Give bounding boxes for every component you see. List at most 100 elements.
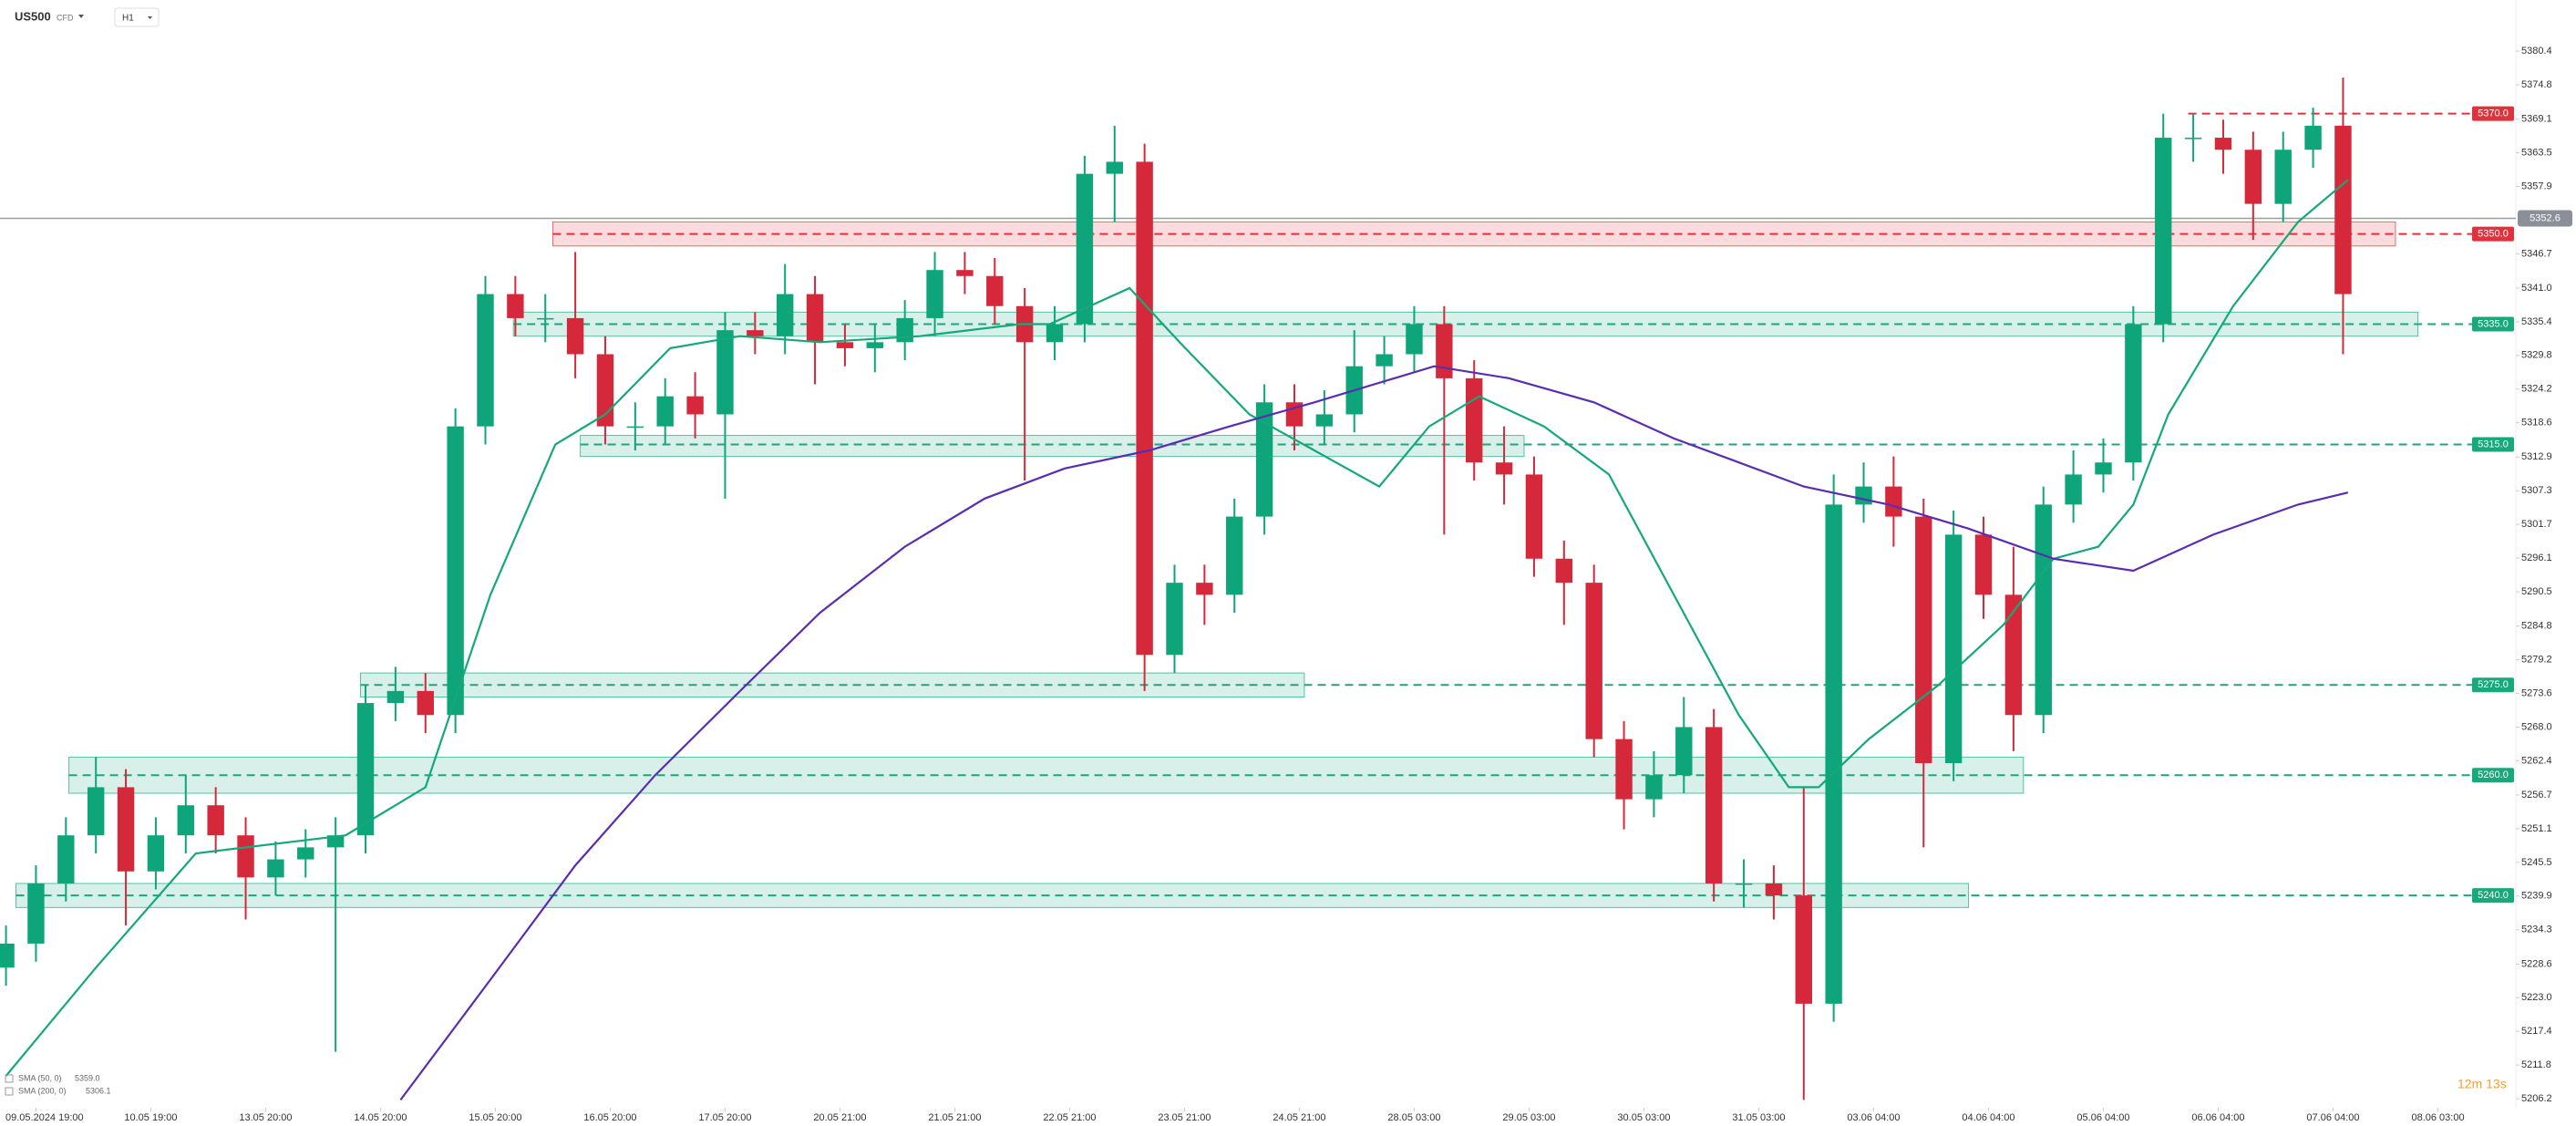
candle-body [177, 805, 194, 836]
legend-icon [5, 1087, 14, 1096]
level-label: 5335.0 [2478, 318, 2509, 329]
y-tick-label: 5296.1 [2521, 553, 2552, 563]
level-label: 5275.0 [2478, 679, 2509, 690]
candle-body [1795, 895, 1812, 1004]
x-tick-label: 03.06 04:00 [1847, 1112, 1900, 1123]
candle-body [626, 426, 644, 429]
x-tick-label: 13.05 20:00 [239, 1112, 292, 1123]
level-tag [2472, 437, 2514, 452]
x-tick-label: 21.05 21:00 [928, 1112, 981, 1123]
candle-body [1944, 534, 1963, 764]
level-tag [2472, 106, 2514, 121]
y-tick-label: 5324.2 [2521, 384, 2552, 395]
y-tick-label: 5284.8 [2521, 621, 2552, 632]
y-tick-label: 5228.6 [2521, 958, 2552, 969]
y-tick-label: 5290.5 [2521, 586, 2552, 597]
sma-line [5, 179, 2349, 1077]
candle-body [2155, 138, 2172, 325]
y-tick-label: 5341.0 [2521, 283, 2552, 294]
candle-body [1915, 516, 1932, 764]
level-label: 5260.0 [2478, 770, 2509, 780]
candle-body [1705, 727, 1723, 883]
x-tick-label: 05.06 04:00 [2076, 1112, 2129, 1123]
x-tick-label: 15.05 20:00 [469, 1112, 521, 1123]
y-tick-label: 5273.6 [2521, 687, 2552, 698]
y-tick-label: 5223.0 [2521, 992, 2552, 1003]
countdown: 12m 13s [2458, 1077, 2507, 1091]
timeframe[interactable]: H1 [122, 14, 134, 24]
y-tick-label: 5262.4 [2521, 755, 2552, 766]
y-tick-label: 5312.9 [2521, 451, 2552, 462]
legend-name: SMA (200, 0) [18, 1086, 67, 1095]
level-tag [2472, 226, 2514, 242]
y-tick-label: 5251.1 [2521, 823, 2552, 834]
candle-body [2004, 594, 2023, 716]
y-tick-label: 5239.9 [2521, 891, 2552, 902]
level-tag [2472, 888, 2514, 904]
candle-body [207, 805, 224, 836]
candle-body [297, 847, 314, 860]
x-tick-label: 09.05.2024 19:00 [5, 1112, 84, 1123]
candle-body [1136, 161, 1153, 656]
market: CFD [57, 13, 74, 22]
x-tick-label: 10.05 19:00 [124, 1112, 177, 1123]
x-tick-label: 29.05 03:00 [1502, 1112, 1555, 1123]
candle-body [1196, 583, 1213, 595]
y-tick-label: 5279.2 [2521, 654, 2552, 665]
symbol-dropdown[interactable] [78, 15, 84, 18]
candle-body [0, 943, 15, 968]
candle-body [57, 835, 75, 883]
candle-body [237, 835, 254, 878]
x-tick-label: 24.05 21:00 [1273, 1112, 1325, 1123]
candle-body [417, 690, 434, 716]
candle-body [1255, 402, 1273, 517]
y-tick-label: 5318.6 [2521, 418, 2552, 429]
y-tick-label: 5357.9 [2521, 181, 2552, 191]
candle-body [477, 294, 494, 427]
candle-body [1106, 161, 1123, 174]
candle-body [2125, 324, 2142, 463]
candle-body [1166, 583, 1183, 656]
symbol[interactable]: US500 [15, 9, 51, 23]
y-tick-label: 5374.8 [2521, 79, 2552, 90]
level-label: 5370.0 [2478, 108, 2509, 119]
legend-value: 5359.0 [75, 1073, 100, 1082]
candle-body [656, 396, 674, 427]
legend-name: SMA (50, 0) [18, 1073, 62, 1082]
candle-body [2304, 125, 2322, 150]
y-tick-label: 5245.5 [2521, 857, 2552, 868]
candle-body [1735, 883, 1753, 885]
timeframe-button[interactable] [114, 7, 160, 27]
x-tick-label: 07.06 04:00 [2306, 1112, 2359, 1123]
candle-body [326, 835, 345, 848]
level-tag [2472, 316, 2514, 332]
x-tick-label: 04.06 04:00 [1962, 1112, 2014, 1123]
timeframe-dropdown[interactable] [148, 16, 152, 19]
candle-body [686, 396, 704, 415]
x-tick-label: 17.05 20:00 [698, 1112, 751, 1123]
candle-body [2184, 138, 2202, 139]
candle-body [1046, 324, 1064, 343]
candle-body [806, 294, 824, 343]
y-tick-label: 5369.1 [2521, 114, 2552, 125]
candle-body [1675, 727, 1693, 776]
level-tag [2472, 768, 2514, 783]
y-tick-label: 5256.7 [2521, 790, 2552, 801]
candle-body [2035, 504, 2052, 716]
level-tag [2472, 677, 2514, 693]
level-label: 5350.0 [2478, 228, 2509, 239]
candle-body [596, 354, 614, 427]
candle-body [117, 787, 135, 872]
candle-body [866, 342, 884, 348]
legend-icon [5, 1074, 14, 1083]
candle-body [1555, 558, 1573, 584]
candle-body [1765, 883, 1783, 896]
current-price-label: 5352.6 [2530, 212, 2561, 223]
candle-body [537, 317, 554, 320]
y-tick-label: 5363.5 [2521, 147, 2552, 158]
candle-body [566, 317, 584, 355]
candle-body [1525, 474, 1543, 559]
candle-body [2244, 150, 2262, 204]
candle-body [986, 275, 1004, 306]
